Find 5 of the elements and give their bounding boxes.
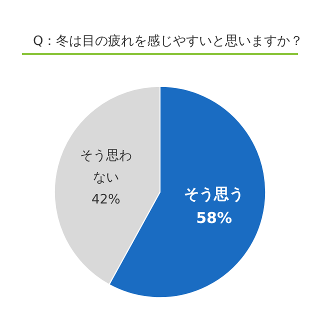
data-label: 42% xyxy=(92,192,120,208)
slice-label: そう思う xyxy=(184,184,244,203)
data-label: 58% xyxy=(196,208,232,227)
slice-label: そう思わない xyxy=(80,148,132,186)
chart-title: Q：冬は目の疲れを感じやすいと思いますか？ xyxy=(33,34,304,49)
